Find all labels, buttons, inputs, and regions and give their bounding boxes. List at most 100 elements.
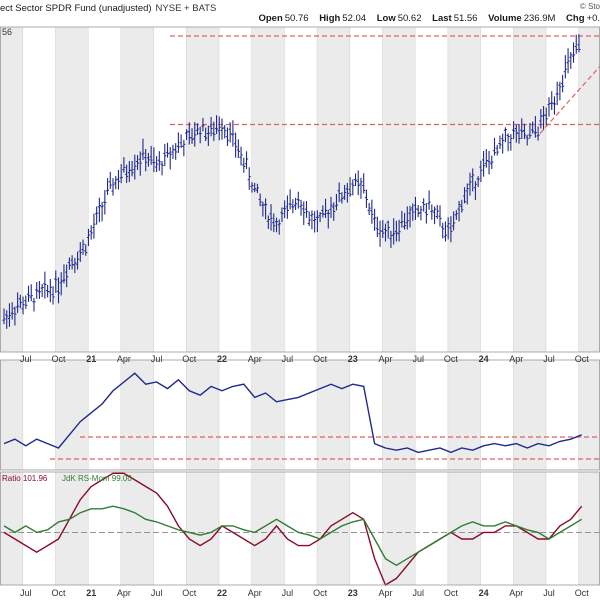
quarter-band: [55, 27, 89, 352]
quarter-band: [0, 472, 23, 585]
x-axis-label: Jul: [543, 588, 555, 598]
quarter-band: [317, 472, 350, 585]
x-axis-label: Apr: [248, 354, 262, 364]
quarter-band: [186, 360, 219, 470]
high-value: 52.04: [342, 13, 367, 24]
quarter-band: [0, 27, 23, 352]
quarter-band: [382, 27, 416, 352]
x-axis-label: Jul: [20, 354, 32, 364]
x-axis-label: Oct: [575, 354, 590, 364]
x-axis-label: Jul: [151, 588, 163, 598]
x-axis-label: Apr: [509, 354, 523, 364]
quarter-band: [513, 472, 546, 585]
x-axis-label: Jul: [282, 354, 294, 364]
quarter-band: [382, 472, 416, 585]
x-axis-label: 21: [86, 354, 96, 364]
quarter-band: [120, 472, 154, 585]
x-axis-label: Oct: [444, 588, 459, 598]
relative-strength-panel: [3, 372, 600, 460]
price-panel: [2, 34, 600, 329]
quarter-band: [55, 472, 89, 585]
low-value: 50.62: [397, 13, 422, 24]
x-axis-label: 24: [479, 354, 489, 364]
quarter-band: [251, 27, 285, 352]
x-axis-label: Jul: [412, 354, 424, 364]
quarter-band: [120, 27, 154, 352]
quarter-band: [578, 360, 600, 470]
x-axis-labels: Jul Oct 21 Apr Jul Oct 22 Apr Jul Oct 23 Apr Jul Oct 2…: [20, 354, 589, 598]
x-axis-label: 23: [348, 588, 358, 598]
x-axis-label: Apr: [509, 588, 523, 598]
quarter-band: [447, 360, 481, 470]
x-axis-label: Oct: [444, 354, 459, 364]
fund-name: ect Sector SPDR Fund (unadjusted): [0, 3, 152, 14]
copyright-credit: © Sto: [579, 2, 600, 11]
quarter-band: [513, 360, 546, 470]
chg-label: Chg: [566, 13, 585, 24]
rrg-momentum-panel: [0, 472, 600, 587]
x-axis-label: Apr: [378, 354, 392, 364]
high-label: High: [319, 13, 341, 24]
quarter-band: [447, 472, 481, 585]
chart-title: ect Sector SPDR Fund (unadjusted) NYSE + …: [0, 3, 216, 14]
panel-frame: [0, 26, 600, 353]
x-axis-label: 22: [217, 354, 227, 364]
price-trend-line: [539, 65, 600, 134]
x-axis-label: Oct: [182, 588, 197, 598]
x-axis-label: Apr: [117, 354, 131, 364]
rrg-momentum-line: [3, 505, 583, 567]
price-scale-label: 56: [2, 27, 12, 37]
x-axis-label: Oct: [51, 354, 66, 364]
chg-value: +0.: [586, 13, 600, 24]
x-axis-label: Jul: [543, 354, 555, 364]
x-axis-label: 24: [479, 588, 489, 598]
panel-frame: [0, 471, 600, 586]
quarter-band: [55, 360, 89, 470]
quarter-band: [120, 360, 154, 470]
x-axis-label: Oct: [313, 354, 328, 364]
volume-value: 236.9M: [523, 13, 556, 24]
quarter-band: [251, 360, 285, 470]
panel-frame: [0, 359, 600, 471]
quarter-band: [382, 360, 416, 470]
x-axis-label: Apr: [117, 588, 131, 598]
exchange-label: NYSE + BATS: [155, 3, 217, 14]
rrg-legend: Ratio 101.96 JdK RS-Mom 99.00: [2, 474, 132, 483]
gridlines: [22, 27, 580, 585]
x-axis-label: Jul: [151, 354, 163, 364]
quarter-band: [0, 360, 23, 470]
open-label: Open: [258, 13, 283, 24]
x-axis-label: Oct: [575, 588, 590, 598]
alternating-quarter-bands: [0, 27, 600, 585]
rrg-momentum-legend: JdK RS-Mom 99.00: [62, 474, 132, 483]
quarter-band: [317, 360, 350, 470]
quarter-band: [186, 27, 219, 352]
x-axis-label: Jul: [282, 588, 294, 598]
rs-line: [3, 372, 582, 454]
volume-label: Volume: [488, 13, 522, 24]
quarter-band: [578, 472, 600, 585]
x-axis-label: Jul: [412, 588, 424, 598]
rrg-ratio-legend: Ratio 101.96: [2, 474, 48, 483]
x-axis-label: Apr: [378, 588, 392, 598]
x-axis-label: 22: [217, 588, 227, 598]
x-axis-label: Oct: [182, 354, 197, 364]
x-axis-label: 21: [86, 588, 96, 598]
open-value: 50.76: [284, 13, 309, 24]
x-axis-label: 23: [348, 354, 358, 364]
x-axis-label: Oct: [313, 588, 328, 598]
chart-header: ect Sector SPDR Fund (unadjusted) NYSE + …: [0, 0, 600, 26]
x-axis-label: Apr: [248, 588, 262, 598]
quarter-band: [513, 27, 546, 352]
low-label: Low: [376, 13, 396, 24]
quarter-band: [186, 472, 219, 585]
x-axis-label: Oct: [51, 588, 66, 598]
rrg-ratio-line: [3, 472, 583, 587]
ohlc-readout: Open 50.76 High 52.04 Low 50.62 Last 51.56 V…: [250, 13, 600, 24]
x-axis-label: Jul: [20, 588, 32, 598]
last-label: Last: [432, 13, 452, 24]
panel-frames: [0, 26, 600, 586]
last-value: 51.56: [453, 13, 478, 24]
quarter-band: [578, 27, 600, 352]
